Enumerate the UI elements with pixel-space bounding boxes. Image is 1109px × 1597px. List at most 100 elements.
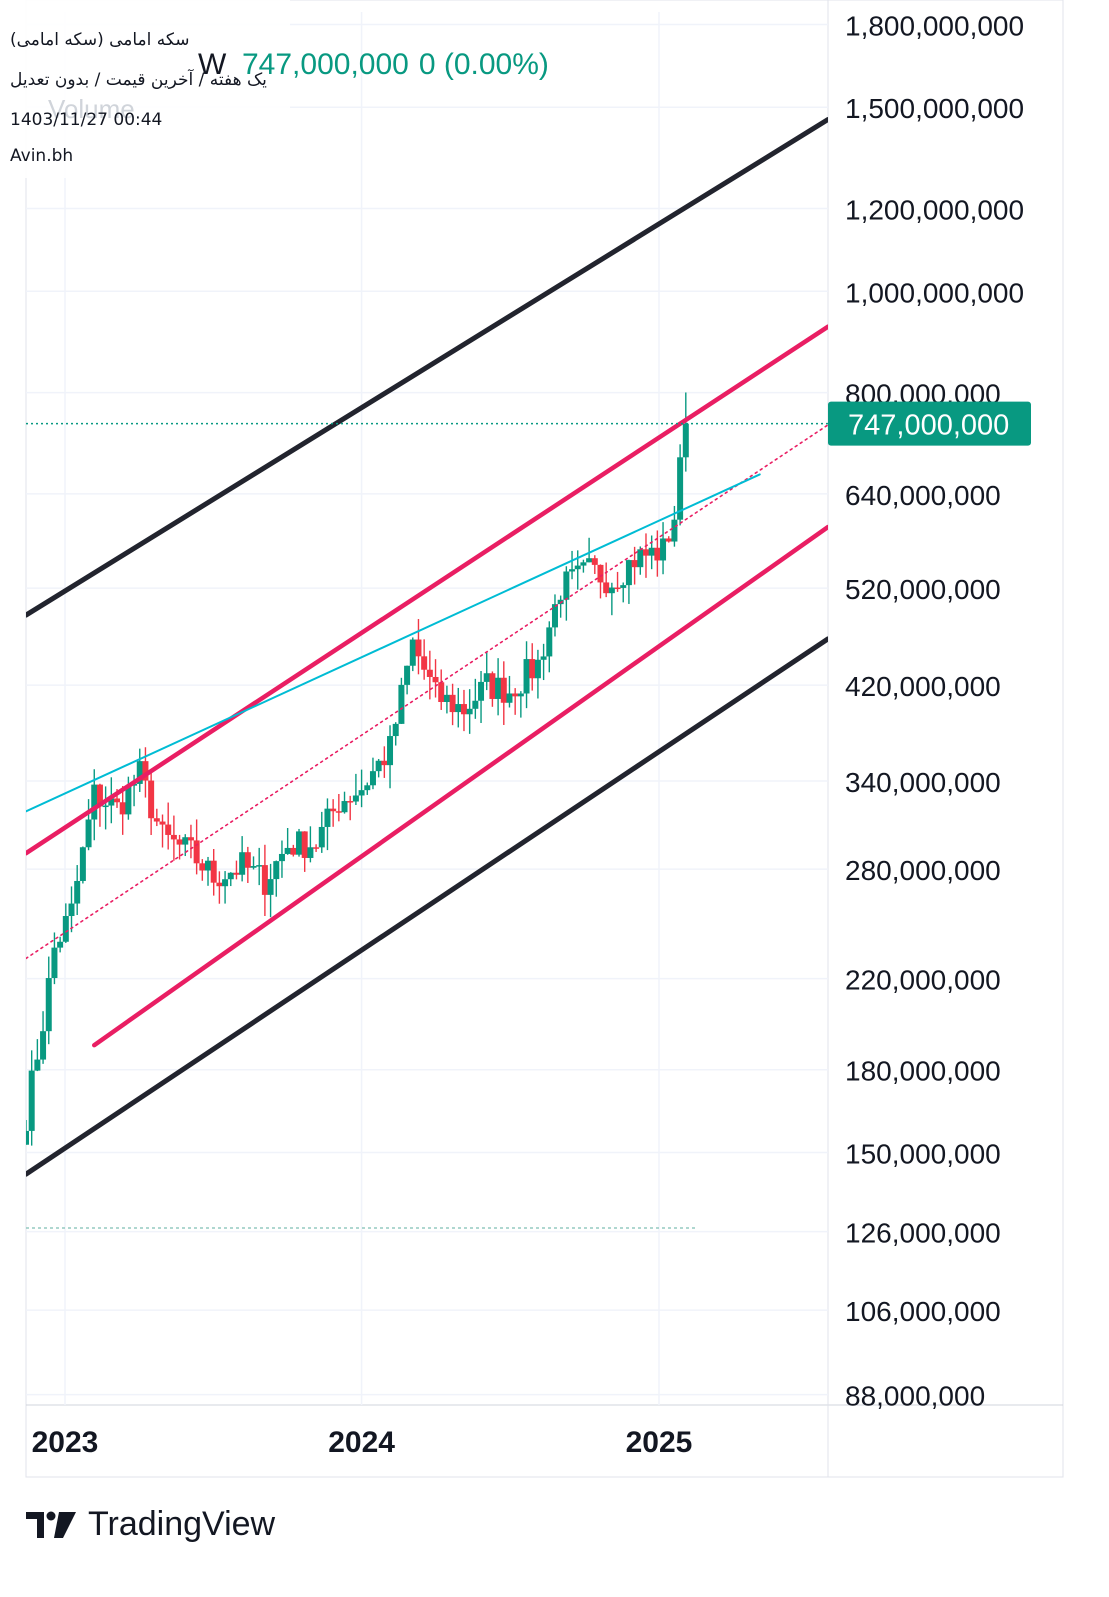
candle-body: [489, 673, 496, 699]
candle-body: [40, 1031, 47, 1060]
candle-body: [170, 834, 177, 840]
price-change: 0 (0.00%): [418, 48, 549, 81]
candle-body: [369, 771, 376, 786]
candle-body: [222, 879, 229, 887]
candle-body: [654, 547, 661, 561]
y-tick-label: 280,000,000: [845, 855, 1001, 886]
candle-body: [517, 693, 524, 697]
source-label: Avin.bh: [10, 146, 74, 166]
candle-body: [233, 872, 240, 875]
tradingview-footer[interactable]: TradingView: [26, 1505, 275, 1544]
candle-body: [603, 582, 610, 594]
y-tick-label: 126,000,000: [845, 1218, 1001, 1249]
candle-body: [495, 677, 502, 699]
candle-body: [187, 837, 194, 841]
y-tick-label: 1,500,000,000: [845, 93, 1024, 124]
current-price-badge: [828, 401, 1031, 446]
candle-body: [574, 565, 581, 570]
candle-body: [637, 549, 644, 568]
candle-body: [296, 831, 303, 855]
candle-body: [682, 423, 689, 458]
candle-body: [551, 604, 558, 628]
candle-body: [153, 818, 160, 822]
candle-body: [85, 819, 92, 848]
candle-body: [381, 760, 388, 766]
candle-body: [546, 627, 553, 657]
candle-body: [91, 784, 98, 820]
tradingview-logo-icon: [26, 1511, 76, 1538]
candle-body: [68, 903, 75, 917]
chart-settings: یک هفته / آخرین قیمت / بدون تعدیل: [10, 70, 267, 90]
candle-body: [569, 569, 576, 572]
datetime-stamp: 1403/11/27 00:44: [10, 110, 163, 130]
candle-body: [62, 916, 69, 942]
candle-body: [364, 785, 371, 791]
candle-body: [193, 840, 200, 864]
candle-body: [330, 808, 337, 812]
candle-body: [136, 761, 143, 784]
x-tick-label: 2025: [626, 1426, 693, 1459]
candle-body: [421, 656, 428, 670]
candle-body: [466, 708, 473, 715]
candle-body: [79, 847, 86, 881]
candle-body: [398, 684, 405, 724]
candle-body: [34, 1059, 41, 1071]
candle-body: [648, 547, 655, 556]
candle-body: [273, 861, 280, 880]
candle-body: [244, 852, 251, 868]
candle-body: [665, 538, 672, 542]
candle-body: [478, 681, 485, 701]
candle-body: [449, 694, 456, 713]
candle-body: [307, 847, 314, 858]
candle-body: [443, 694, 450, 703]
candle-body: [625, 560, 632, 586]
candle-body: [358, 790, 365, 796]
candle-body: [119, 802, 126, 815]
candle-body: [415, 639, 422, 657]
candle-body: [512, 693, 519, 697]
candle-body: [284, 847, 291, 854]
candle-body: [352, 795, 359, 802]
candle-body: [313, 847, 320, 849]
candle-body: [210, 860, 217, 883]
y-tick-label: 180,000,000: [845, 1056, 1001, 1087]
plot-group: [26, 116, 828, 1177]
chart-frame: [25, 0, 1064, 1478]
candle-body: [387, 736, 394, 766]
candle-body: [597, 564, 604, 583]
candle-body: [51, 947, 58, 979]
y-tick-label: 1,800,000,000: [845, 10, 1024, 41]
candle-body: [375, 760, 382, 772]
candle-body: [460, 704, 467, 715]
candle-body: [426, 669, 433, 677]
price-quote: 747,000,000 0 (0.00%): [242, 48, 559, 82]
candle-body: [324, 808, 331, 827]
candle-body: [483, 673, 490, 682]
candle-body: [660, 538, 667, 561]
candle-body: [256, 865, 263, 867]
candle-body: [335, 811, 342, 813]
candle-body: [114, 798, 121, 803]
candle-body: [631, 560, 638, 568]
candle-body: [199, 863, 206, 871]
candle-body: [404, 665, 411, 685]
candle-body: [586, 558, 593, 563]
trendline-line: [26, 473, 761, 813]
candle-body: [176, 839, 183, 845]
y-tick-label: 1,200,000,000: [845, 195, 1024, 226]
candle-body: [142, 761, 149, 781]
candle-body: [125, 785, 132, 815]
y-tick-label: 150,000,000: [845, 1138, 1001, 1169]
candle-body: [239, 852, 246, 875]
candle-body: [677, 457, 684, 520]
interval-letter: W: [198, 48, 227, 81]
candle-body: [26, 1130, 29, 1145]
inner-channel-lower-line: [92, 524, 828, 1048]
candle-body: [438, 682, 445, 703]
candle-body: [74, 880, 81, 904]
y-tick-label: 106,000,000: [845, 1296, 1001, 1327]
candle-body: [540, 656, 547, 660]
candle-body: [591, 558, 598, 565]
